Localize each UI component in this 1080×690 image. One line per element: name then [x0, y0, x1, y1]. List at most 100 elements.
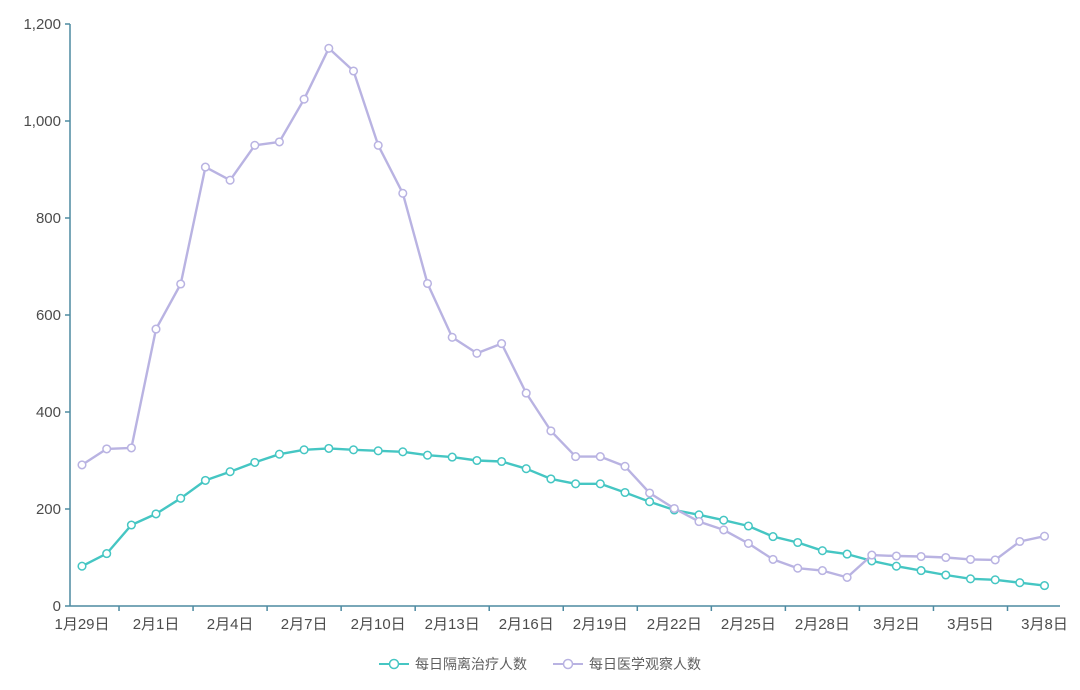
data-point-marker [571, 452, 581, 462]
data-point-marker [768, 554, 778, 564]
data-point-marker [225, 175, 235, 185]
data-point-marker [200, 162, 210, 172]
data-point-marker [1039, 531, 1050, 541]
x-tick-label: 3月5日 [947, 616, 994, 633]
data-point-marker [571, 479, 581, 489]
legend-item-daily-medical-observation[interactable]: 每日医学观察人数 [553, 654, 701, 674]
data-point-marker [250, 457, 260, 467]
x-tick-label: 2月25日 [721, 616, 776, 633]
data-point-marker [694, 517, 704, 527]
data-point-marker [965, 554, 976, 564]
data-point-marker [102, 444, 112, 454]
y-tick-label: 200 [36, 501, 61, 518]
series-line-1 [80, 47, 1046, 579]
data-point-marker [77, 561, 87, 571]
data-point-marker [472, 455, 482, 466]
data-point-marker [595, 452, 605, 462]
data-point-marker [719, 515, 729, 525]
x-tick-label: 2月28日 [795, 616, 850, 633]
data-point-marker [743, 538, 753, 548]
data-point-marker [1015, 578, 1025, 588]
x-tick-label: 2月19日 [573, 616, 628, 633]
data-point-marker [472, 348, 482, 358]
legend-label-daily-medical-observation: 每日医学观察人数 [589, 656, 701, 672]
data-point-marker [1039, 581, 1050, 591]
data-point-marker [176, 493, 186, 503]
data-point-marker [941, 552, 951, 563]
y-tick-label: 800 [36, 210, 61, 227]
data-point-marker [102, 549, 112, 559]
data-point-marker [965, 574, 976, 584]
x-tick-label: 2月22日 [647, 616, 702, 633]
data-point-marker [422, 278, 433, 289]
x-tick-label: 1月29日 [54, 616, 109, 633]
data-point-marker [176, 279, 186, 289]
y-tick-label: 1,200 [23, 16, 61, 33]
chart-legend: 每日隔离治疗人数 每日医学观察人数 [0, 654, 1080, 674]
data-point-marker [817, 546, 827, 556]
data-point-marker [842, 549, 852, 559]
data-point-marker [620, 487, 630, 498]
data-point-marker [595, 479, 605, 489]
y-tick-label: 400 [36, 404, 61, 421]
data-point-marker [373, 140, 383, 150]
data-point-marker [373, 446, 383, 456]
x-tick-label: 2月4日 [207, 616, 254, 633]
x-tick-label: 3月2日 [873, 616, 920, 633]
data-point-marker [225, 467, 235, 477]
legend-line-circle-icon [379, 658, 409, 670]
data-point-marker [941, 570, 951, 580]
data-point-marker [299, 94, 309, 104]
x-tick-label: 2月1日 [133, 616, 180, 633]
x-tick-label: 2月16日 [499, 616, 554, 633]
data-point-marker [77, 460, 87, 470]
data-point-marker [645, 488, 655, 498]
data-point-marker [324, 43, 334, 53]
x-tick-label: 2月10日 [351, 616, 406, 633]
data-point-marker [422, 450, 433, 460]
y-tick-label: 1,000 [23, 113, 61, 130]
data-point-marker [867, 550, 877, 560]
legend-item-daily-isolation-treatment[interactable]: 每日隔离治疗人数 [379, 654, 527, 674]
data-point-marker [447, 332, 457, 342]
data-point-marker [1015, 536, 1025, 547]
data-point-marker [250, 140, 260, 150]
data-point-marker [274, 449, 284, 459]
data-point-marker [398, 447, 408, 457]
legend-label-daily-isolation-treatment: 每日隔离治疗人数 [415, 656, 527, 672]
data-point-marker [990, 575, 1000, 585]
y-tick-label: 600 [36, 307, 61, 324]
data-point-marker [398, 188, 408, 198]
data-point-marker [447, 452, 457, 462]
data-point-marker [274, 137, 284, 147]
data-point-marker [891, 561, 901, 571]
data-point-marker [743, 521, 753, 531]
data-point-marker [546, 474, 556, 484]
data-point-marker [497, 339, 507, 349]
data-point-marker [645, 497, 655, 507]
data-point-marker [151, 324, 161, 334]
data-point-marker [200, 475, 210, 485]
data-point-marker [620, 461, 630, 471]
x-tick-label: 2月13日 [425, 616, 480, 633]
data-point-marker [521, 464, 531, 474]
data-point-marker [151, 509, 161, 519]
data-point-marker [348, 66, 359, 76]
x-tick-label: 2月7日 [281, 616, 328, 633]
data-point-marker [126, 520, 136, 530]
data-point-marker [299, 445, 309, 455]
y-tick-label: 0 [53, 598, 61, 615]
x-tick-label: 3月8日 [1021, 616, 1068, 633]
data-point-marker [768, 532, 778, 542]
data-point-marker [324, 443, 334, 453]
data-point-marker [817, 566, 827, 576]
data-point-marker [842, 572, 852, 582]
data-point-marker [126, 443, 136, 453]
data-point-marker [546, 426, 556, 436]
data-point-marker [990, 555, 1000, 565]
data-point-marker [497, 456, 507, 467]
series-line-0 [80, 447, 1046, 587]
data-point-marker [891, 551, 901, 561]
data-point-marker [521, 388, 531, 398]
